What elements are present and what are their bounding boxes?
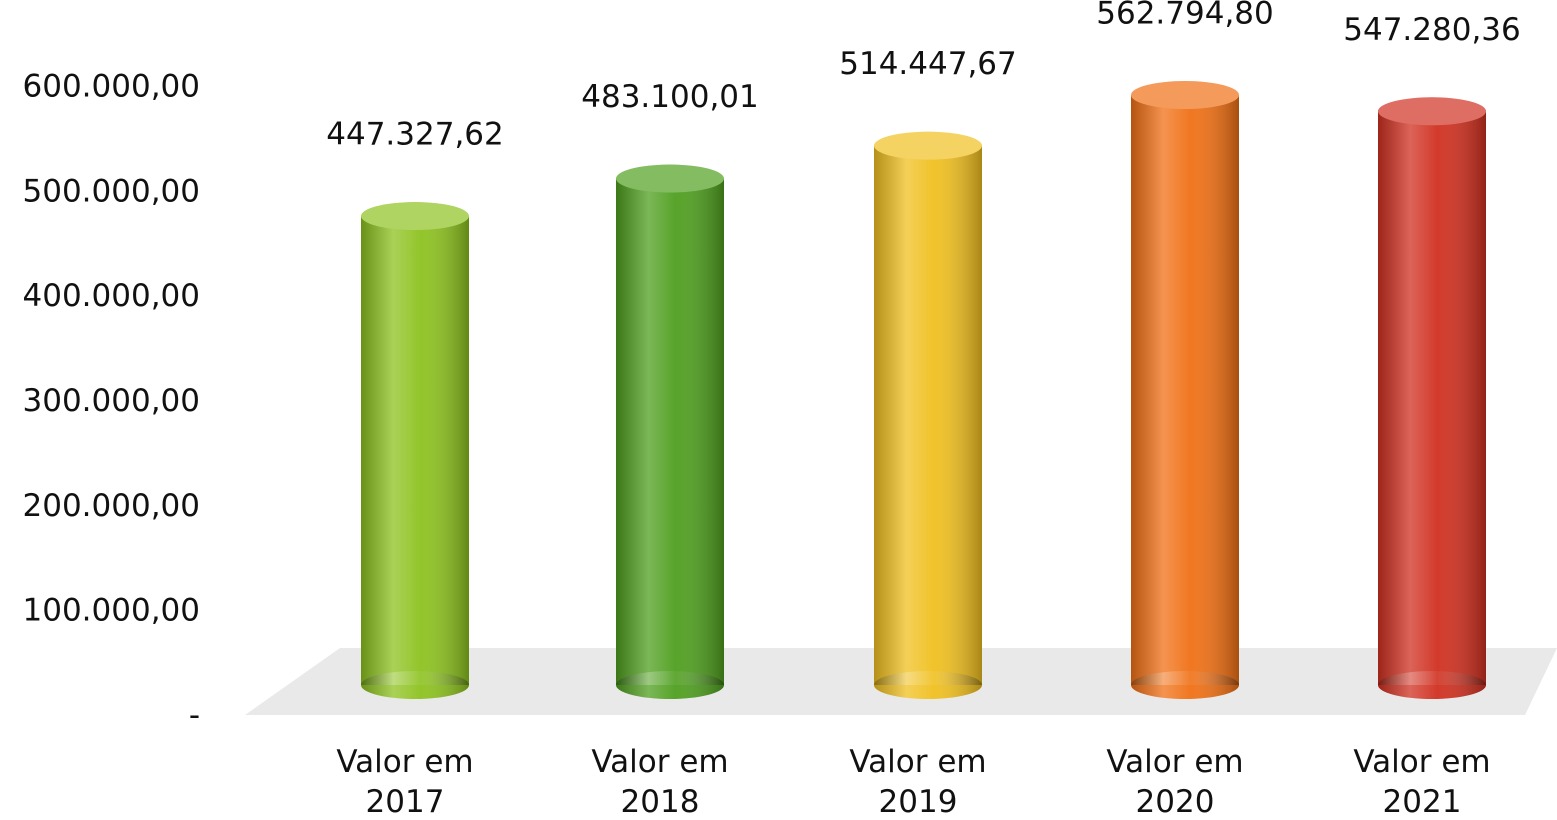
y-tick-label: 400.000,00 (23, 278, 201, 314)
bar-shade-bottom (1378, 671, 1486, 699)
bar-shade-bottom (874, 671, 982, 699)
x-tick-label: Valor em 2018 (591, 744, 729, 820)
data-label: 547.280,36 (1343, 12, 1521, 48)
bar-shade (361, 216, 469, 685)
data-label: 562.794,80 (1096, 0, 1274, 32)
x-tick-label: Valor em 2019 (849, 744, 987, 820)
y-tick-label: 100.000,00 (23, 593, 201, 629)
data-label: 483.100,01 (581, 79, 759, 115)
bar-top-highlight (361, 202, 469, 231)
bar-shade (1131, 95, 1239, 686)
data-label: 447.327,62 (326, 117, 504, 153)
bar-shade (874, 145, 982, 685)
y-tick-label: 500.000,00 (23, 173, 201, 209)
bar-top (616, 164, 724, 193)
bar-top (1131, 81, 1239, 110)
bar-shade-bottom (616, 671, 724, 699)
y-tick-label: 200.000,00 (23, 488, 201, 524)
bar-shade (616, 178, 724, 685)
bar-top-highlight (616, 164, 724, 193)
x-tick-label: Valor em 2017 (336, 744, 474, 820)
data-label: 514.447,67 (839, 46, 1017, 82)
bar-top (361, 202, 469, 231)
bar-top-highlight (1378, 97, 1486, 126)
bar-top (874, 131, 982, 160)
bar-top-highlight (1131, 81, 1239, 110)
bar-top (1378, 97, 1486, 126)
bar-shade-bottom (1131, 671, 1239, 699)
y-tick-label: - (189, 698, 200, 734)
bar-top-highlight (874, 131, 982, 160)
y-tick-label: 300.000,00 (23, 383, 201, 419)
bar-shade-bottom (361, 671, 469, 699)
x-tick-label: Valor em 2021 (1353, 744, 1491, 820)
x-tick-label: Valor em 2020 (1106, 744, 1244, 820)
y-tick-label: 600.000,00 (23, 69, 201, 105)
bar-shade (1378, 111, 1486, 685)
